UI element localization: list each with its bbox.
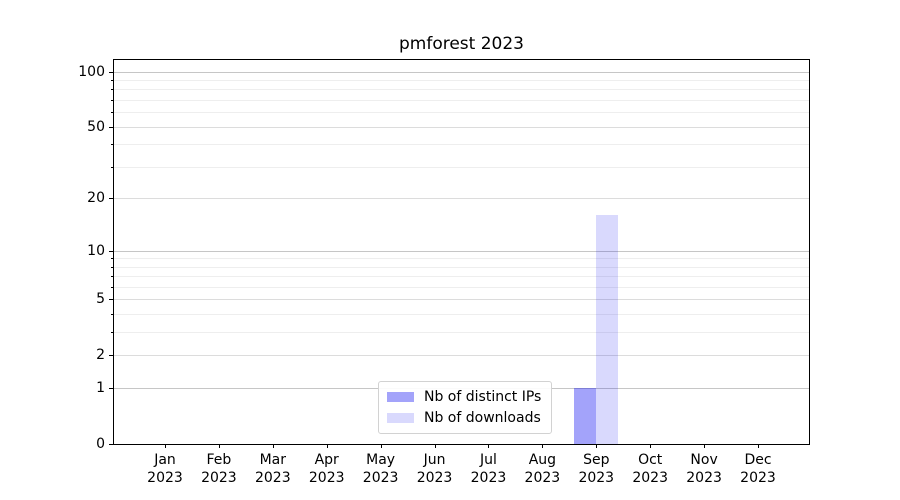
x-tick-mark xyxy=(326,444,328,448)
gridline-mid xyxy=(114,126,809,128)
y-tick-label: 1 xyxy=(96,380,105,397)
gridline-minor xyxy=(114,112,809,114)
y-tick-mark xyxy=(109,388,113,390)
bar-distinct-ips xyxy=(574,388,597,444)
x-tick-mark xyxy=(758,444,759,448)
x-tick-label: Sep 2023 xyxy=(578,452,615,486)
x-tick-label: Jul 2023 xyxy=(470,452,507,486)
y-minor-tick-mark xyxy=(111,112,113,114)
gridline-minor xyxy=(114,332,809,334)
y-tick-label: 0 xyxy=(96,436,105,452)
gridline-minor xyxy=(114,314,809,316)
x-tick-mark xyxy=(380,444,382,448)
x-tick-mark xyxy=(650,444,652,448)
x-tick-mark xyxy=(165,444,166,448)
y-minor-tick-mark xyxy=(111,144,113,146)
x-tick-label: Aug 2023 xyxy=(524,452,561,486)
x-tick-mark xyxy=(488,444,490,448)
y-minor-tick-mark xyxy=(111,100,113,102)
y-minor-tick-mark xyxy=(111,286,113,288)
legend-item-distinct-ips: Nb of distinct IPs xyxy=(387,387,541,406)
gridline-minor xyxy=(114,100,809,102)
gridline-major xyxy=(114,250,809,252)
gridline-minor xyxy=(114,276,809,278)
y-minor-tick-mark xyxy=(111,80,113,81)
x-tick-label: Jan 2023 xyxy=(147,452,183,486)
x-tick-label: Feb 2023 xyxy=(201,452,237,486)
x-tick-mark xyxy=(272,444,274,448)
gridline-minor xyxy=(114,286,809,288)
chart-title: pmforest 2023 xyxy=(398,34,524,54)
y-minor-tick-mark xyxy=(111,166,113,168)
legend-label-distinct-ips: Nb of distinct IPs xyxy=(424,388,542,405)
x-tick-mark xyxy=(542,444,544,448)
x-tick-label: Oct 2023 xyxy=(632,452,668,486)
legend-swatch-distinct-ips xyxy=(387,391,414,402)
y-minor-tick-mark xyxy=(111,314,113,316)
gridline-minor xyxy=(114,166,809,168)
x-tick-label: May 2023 xyxy=(362,452,399,486)
y-tick-label: 20 xyxy=(87,190,105,207)
x-tick-label: Jun 2023 xyxy=(416,452,453,486)
gridline-minor xyxy=(114,258,809,260)
y-tick-mark xyxy=(109,444,113,445)
y-tick-mark xyxy=(109,250,113,252)
plot-area: 0 1 2 5 10 20 50 100 Jan 2023 Feb 2023 Mar 2023 Apr… xyxy=(78,59,810,486)
y-tick-label: 50 xyxy=(87,118,105,135)
bar-downloads xyxy=(596,215,619,444)
y-tick-mark xyxy=(109,198,113,200)
x-tick-mark xyxy=(434,444,436,448)
y-minor-tick-mark xyxy=(111,89,113,91)
x-tick-mark xyxy=(704,444,706,448)
x-tick-label: Dec 2023 xyxy=(740,452,776,486)
gridline-minor xyxy=(114,80,809,81)
x-tick-label: Apr 2023 xyxy=(308,452,345,486)
y-tick-label: 5 xyxy=(96,291,105,308)
y-minor-tick-mark xyxy=(111,276,113,278)
y-minor-tick-mark xyxy=(111,266,113,268)
x-tick-label: Mar 2023 xyxy=(254,452,291,486)
y-minor-tick-mark xyxy=(111,258,113,260)
y-minor-tick-mark xyxy=(111,332,113,334)
y-tick-mark xyxy=(109,355,113,357)
x-tick-mark xyxy=(596,444,598,448)
x-tick-label: Nov 2023 xyxy=(686,452,722,486)
gridline-major xyxy=(114,71,809,73)
y-tick-mark xyxy=(109,71,113,73)
legend-swatch-downloads xyxy=(387,412,414,423)
y-tick-label: 100 xyxy=(78,63,105,80)
x-tick-mark xyxy=(218,444,220,448)
gridline-minor xyxy=(114,266,809,268)
gridline-mid xyxy=(114,198,809,200)
gridline-mid xyxy=(114,299,809,301)
y-tick-mark xyxy=(109,299,113,301)
gridline-minor xyxy=(114,89,809,91)
y-tick-label: 2 xyxy=(96,347,105,364)
gridline-minor xyxy=(114,144,809,146)
legend-label-downloads: Nb of downloads xyxy=(424,409,541,426)
legend-item-downloads: Nb of downloads xyxy=(387,408,541,427)
gridline-mid xyxy=(114,355,809,357)
legend: Nb of distinct IPs Nb of downloads xyxy=(378,381,553,434)
y-tick-mark xyxy=(109,126,113,128)
y-tick-label: 10 xyxy=(87,242,105,259)
